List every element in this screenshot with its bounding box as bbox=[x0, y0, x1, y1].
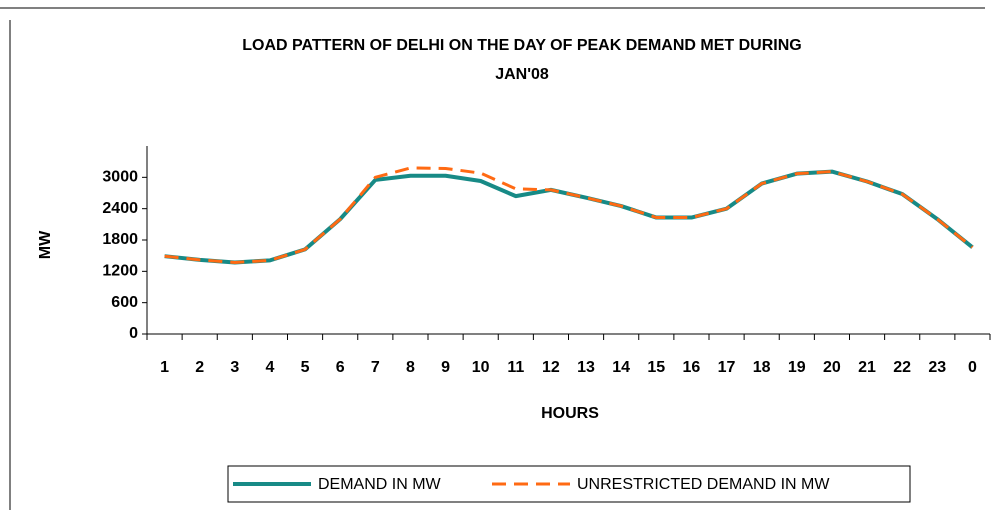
x-tick-label: 0 bbox=[968, 359, 977, 376]
x-tick-label: 23 bbox=[928, 359, 946, 376]
x-tick-label: 18 bbox=[753, 359, 771, 376]
x-tick-label: 22 bbox=[893, 359, 911, 376]
x-tick-label: 19 bbox=[788, 359, 806, 376]
x-tick-label: 17 bbox=[718, 359, 736, 376]
x-tick-label: 14 bbox=[612, 359, 630, 376]
y-tick-label: 0 bbox=[129, 325, 138, 342]
x-axis-label: HOURS bbox=[541, 405, 599, 422]
x-tick-label: 3 bbox=[230, 359, 239, 376]
y-tick-label: 600 bbox=[111, 294, 138, 311]
series-line bbox=[164, 169, 974, 265]
x-tick-label: 8 bbox=[406, 359, 415, 376]
y-tick-label: 1200 bbox=[102, 263, 138, 280]
x-tick-label: 6 bbox=[336, 359, 345, 376]
x-tick-label: 21 bbox=[858, 359, 876, 376]
x-tick-label: 9 bbox=[441, 359, 450, 376]
x-tick-label: 2 bbox=[195, 359, 204, 376]
x-tick-label: 16 bbox=[683, 359, 701, 376]
x-tick-label: 20 bbox=[823, 359, 841, 376]
y-tick-label: 3000 bbox=[102, 169, 138, 186]
y-axis-label: MW bbox=[37, 230, 54, 259]
y-tick-label: 2400 bbox=[102, 200, 138, 217]
y-tick-label: 1800 bbox=[102, 231, 138, 248]
x-tick-label: 5 bbox=[301, 359, 310, 376]
legend-label: UNRESTRICTED DEMAND IN MW bbox=[577, 476, 830, 493]
chart-title: LOAD PATTERN OF DELHI ON THE DAY OF PEAK… bbox=[242, 37, 801, 54]
x-tick-label: 1 bbox=[160, 359, 169, 376]
legend-label: DEMAND IN MW bbox=[318, 476, 442, 493]
x-tick-label: 7 bbox=[371, 359, 380, 376]
x-tick-label: 13 bbox=[577, 359, 595, 376]
x-tick-label: 10 bbox=[472, 359, 490, 376]
x-tick-label: 15 bbox=[647, 359, 665, 376]
chart-title: JAN'08 bbox=[495, 66, 549, 83]
x-tick-label: 12 bbox=[542, 359, 560, 376]
series-line bbox=[164, 166, 974, 264]
x-tick-label: 11 bbox=[507, 359, 524, 376]
x-tick-label: 4 bbox=[265, 359, 274, 376]
